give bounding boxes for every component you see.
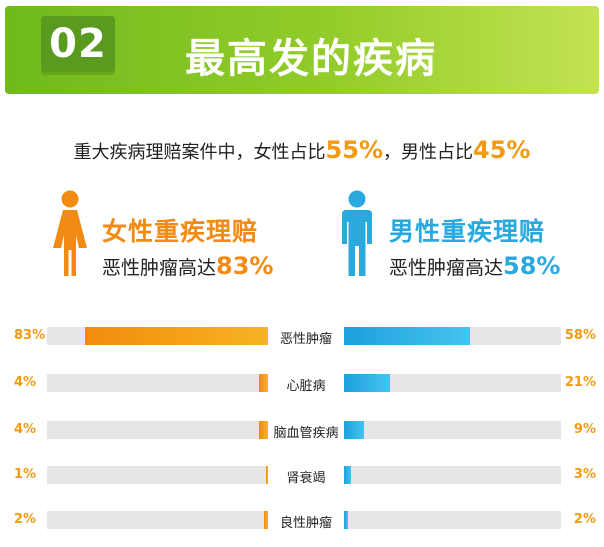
female-bar-track (47, 327, 268, 345)
chart-row: 4% 心脏病 21% (0, 374, 604, 394)
intro-female-pct: 55% (325, 136, 383, 164)
section-number-badge: 02 (41, 16, 115, 72)
category-label: 肾衰竭 (286, 471, 326, 486)
female-bar (265, 466, 268, 484)
male-value-label: 3% (573, 467, 596, 482)
female-bar-track (47, 374, 268, 392)
intro-text-b: ，男性占比 (383, 142, 473, 163)
female-bar (259, 421, 268, 439)
male-title: 男性重疾理赔 (389, 217, 546, 246)
male-bar (344, 466, 351, 484)
male-bar-track (344, 421, 561, 439)
female-sub-pct: 83% (216, 252, 274, 280)
female-bar-track (47, 466, 268, 484)
female-bar (263, 511, 268, 529)
header-banner: 02 最高发的疾病 (5, 6, 599, 94)
category-label: 恶性肿瘤 (279, 332, 332, 347)
male-value-label: 58% (564, 328, 596, 343)
male-value-label: 2% (573, 512, 596, 527)
male-bar-track (344, 466, 561, 484)
female-value-label: 1% (14, 467, 37, 482)
female-bar-track (47, 421, 268, 439)
chart-row: 2% 良性肿瘤 2% (0, 511, 604, 531)
male-sub-pct: 58% (503, 252, 561, 280)
intro-text-a: 重大疾病理赔案件中，女性占比 (73, 142, 326, 163)
male-bar (344, 511, 349, 529)
female-subtitle: 恶性肿瘤高达83% (102, 252, 273, 280)
male-bar-track (344, 327, 561, 345)
chart-row: 1% 肾衰竭 3% (0, 466, 604, 486)
male-subtitle: 恶性肿瘤高达58% (389, 252, 560, 280)
male-bar-track (344, 374, 561, 392)
intro-line: 重大疾病理赔案件中，女性占比55%，男性占比45% (0, 136, 604, 164)
male-value-label: 21% (564, 375, 596, 390)
category-label: 脑血管疾病 (273, 426, 339, 441)
male-bar-track (344, 511, 561, 529)
female-title: 女性重疾理赔 (102, 217, 259, 246)
female-value-label: 4% (14, 422, 37, 437)
chart-row: 83% 恶性肿瘤 58% (0, 327, 604, 347)
intro-male-pct: 45% (473, 136, 531, 164)
banner-title: 最高发的疾病 (185, 36, 437, 82)
male-sub-prefix: 恶性肿瘤高达 (389, 257, 504, 279)
female-value-label: 4% (14, 375, 37, 390)
female-summary: 女性重疾理赔 恶性肿瘤高达83% (52, 190, 292, 280)
female-person-icon (53, 190, 87, 276)
female-bar-track (47, 511, 268, 529)
female-value-label: 83% (14, 328, 46, 343)
category-label: 良性肿瘤 (279, 516, 332, 531)
female-value-label: 2% (14, 512, 37, 527)
female-sub-prefix: 恶性肿瘤高达 (102, 257, 217, 279)
male-bar (344, 327, 470, 345)
female-bar (259, 374, 268, 392)
male-bar (344, 374, 390, 392)
chart-row: 4% 脑血管疾病 9% (0, 421, 604, 441)
male-value-label: 9% (573, 422, 596, 437)
male-summary: 男性重疾理赔 恶性肿瘤高达58% (339, 190, 579, 280)
category-label: 心脏病 (286, 379, 326, 394)
male-bar (344, 421, 364, 439)
male-person-icon (342, 190, 372, 276)
female-bar (84, 327, 268, 345)
section-number: 02 (49, 21, 107, 67)
